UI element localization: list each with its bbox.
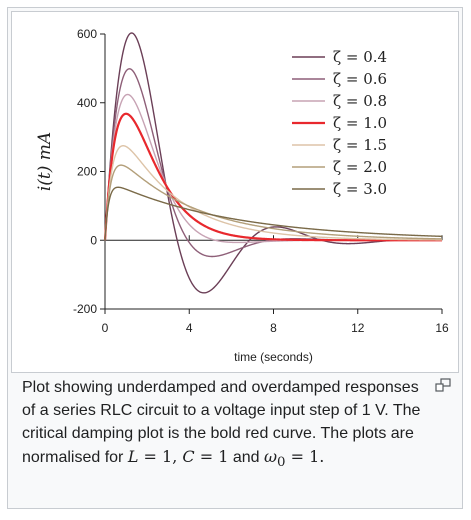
enlarge-icon[interactable]	[435, 378, 451, 392]
series-line-4	[104, 145, 442, 241]
series-line-5	[104, 164, 443, 241]
figure-frame: -200 0 200 400 600 0 4 8 12 16 time (seconds) i(t) …	[7, 7, 463, 509]
caption-eq-1: = 1,	[138, 447, 183, 466]
caption-eq-2: = 1	[194, 447, 229, 466]
legend-label-0: ζ = 0.4	[333, 48, 387, 66]
caption-symbol-C: C	[182, 447, 195, 466]
y-tick-label: 200	[77, 165, 97, 179]
y-tick-label: 0	[90, 233, 97, 247]
legend-label-6: ζ = 3.0	[333, 180, 387, 198]
legend-label-4: ζ = 1.5	[333, 136, 387, 154]
caption-symbol-L: L	[127, 447, 139, 466]
caption-and: and	[228, 449, 264, 466]
x-tick-label: 16	[435, 321, 449, 335]
figure-caption: Plot showing underdamped and overdamped …	[22, 376, 434, 474]
x-axis-label: time (seconds)	[234, 350, 313, 364]
caption-eq-3: = 1.	[285, 447, 325, 466]
y-tick-label: -200	[73, 302, 97, 316]
x-tick-label: 12	[351, 321, 365, 335]
plot-panel[interactable]: -200 0 200 400 600 0 4 8 12 16 time (seconds) i(t) …	[11, 11, 459, 373]
caption-symbol-omega: ω	[264, 447, 278, 466]
caption-subscript-0: 0	[277, 455, 286, 471]
x-tick-label: 8	[270, 321, 277, 335]
series-line-3	[103, 112, 442, 242]
rlc-response-chart: -200 0 200 400 600 0 4 8 12 16 time (seconds) i(t) …	[35, 27, 449, 364]
x-tick-label: 0	[102, 321, 109, 335]
series-line-6	[104, 186, 443, 241]
legend-label-3: ζ = 1.0	[333, 114, 387, 132]
y-axis-label: i(t) mA	[35, 132, 55, 191]
legend-label-5: ζ = 2.0	[333, 158, 387, 176]
legend-label-1: ζ = 0.6	[333, 70, 387, 88]
legend-label-2: ζ = 0.8	[333, 92, 387, 110]
caption-text: Plot showing underdamped and overdamped …	[22, 379, 421, 466]
x-tick-label: 4	[186, 321, 193, 335]
y-tick-label: 400	[77, 96, 97, 110]
series-line-2	[104, 93, 442, 244]
y-tick-label: 600	[77, 27, 97, 41]
